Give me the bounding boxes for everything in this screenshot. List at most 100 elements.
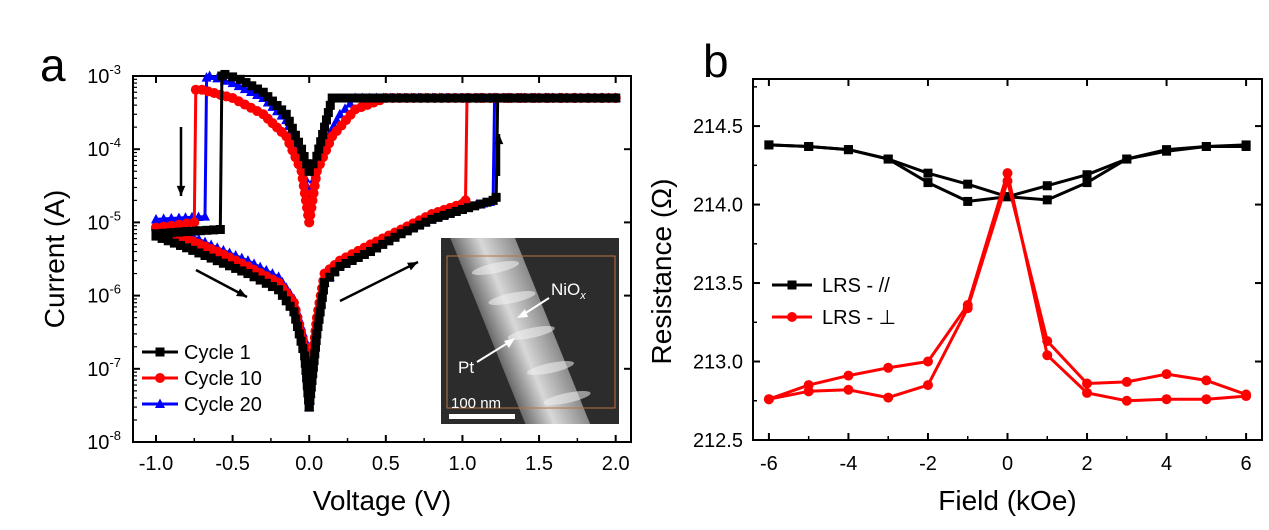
data-point-b <box>1161 394 1172 405</box>
data-point-a <box>390 232 400 242</box>
data-point-a <box>433 212 443 222</box>
y-tick-label-b: 214.5 <box>693 116 743 138</box>
legend-marker-b <box>787 312 797 322</box>
data-point-a <box>330 267 340 277</box>
data-point-a <box>356 93 366 103</box>
series-line-a <box>491 97 497 201</box>
data-point-a <box>188 245 198 255</box>
data-point-a <box>378 239 388 249</box>
data-point-b <box>963 196 973 206</box>
data-point-a <box>300 358 310 368</box>
x-tick-label-b: 0 <box>1002 453 1013 475</box>
data-point-a <box>470 201 480 211</box>
data-point-a <box>194 248 204 258</box>
data-point-a <box>341 258 351 268</box>
data-point-a <box>267 282 277 292</box>
data-point-a <box>497 93 507 103</box>
data-point-a <box>300 195 311 206</box>
data-point-a <box>281 109 291 119</box>
data-point-a <box>575 93 585 103</box>
data-point-b <box>1241 389 1252 400</box>
data-point-a <box>289 307 299 317</box>
data-point-b <box>1042 336 1053 347</box>
x-tick-label-b: 4 <box>1161 453 1172 475</box>
y-tick-label-a: 10-5 <box>87 208 121 234</box>
data-point-a <box>312 329 322 339</box>
data-point-a <box>604 93 614 103</box>
data-point-a <box>402 226 412 236</box>
x-tick-label-a: 2.0 <box>602 453 630 475</box>
data-point-a <box>294 329 304 339</box>
y-tick-label-a: 10-4 <box>87 135 121 161</box>
x-tick-label-b: 2 <box>1081 453 1092 475</box>
data-point-a <box>218 258 228 268</box>
data-point-a <box>209 225 219 235</box>
data-point-a <box>547 93 557 103</box>
data-point-a <box>451 206 461 216</box>
data-point-a <box>304 395 314 405</box>
data-point-a <box>173 212 184 222</box>
data-point-b <box>1161 369 1172 380</box>
data-point-a <box>200 251 210 261</box>
data-point-b <box>922 380 933 391</box>
data-point-a <box>347 255 357 265</box>
data-point-a <box>348 93 358 103</box>
x-tick-label-a: 1.5 <box>525 453 553 475</box>
x-tick-label-a: -1.0 <box>139 453 173 475</box>
data-point-a <box>151 231 161 241</box>
data-point-b <box>1002 168 1013 179</box>
data-point-a <box>302 380 312 390</box>
data-point-a <box>298 344 308 354</box>
data-point-a <box>372 243 382 253</box>
data-point-a <box>482 197 492 207</box>
data-point-b <box>1201 375 1212 386</box>
data-point-a <box>317 292 327 302</box>
data-point-a <box>303 210 314 221</box>
arrow-right-up-icon <box>339 260 419 303</box>
data-point-a <box>396 229 406 239</box>
y-tick-label-b: 213.5 <box>693 273 743 295</box>
y-tick-label-a: 10-8 <box>87 428 121 454</box>
data-point-a <box>253 84 262 94</box>
pt-segment-image <box>527 361 574 375</box>
data-point-a <box>341 93 351 103</box>
data-point-a <box>318 285 328 295</box>
data-point-a <box>412 93 422 103</box>
arrow-down-icon-head <box>176 185 186 196</box>
data-point-a <box>231 263 241 273</box>
y-tick-label-a: 10-3 <box>87 62 121 88</box>
data-point-a <box>166 212 177 223</box>
data-point-a <box>316 137 326 147</box>
data-point-a <box>327 93 337 103</box>
data-point-a <box>519 93 529 103</box>
data-point-a <box>464 203 474 213</box>
data-point-a <box>299 152 309 162</box>
data-point-a <box>334 93 344 103</box>
series-line-a <box>464 97 469 201</box>
data-point-a <box>490 93 500 103</box>
data-point-b <box>1042 181 1052 191</box>
data-point-a <box>455 93 465 103</box>
data-point-a <box>163 236 173 246</box>
legend-label-b: LRS - // <box>822 275 890 297</box>
plot-frame-b <box>752 78 1263 441</box>
data-point-a <box>200 211 211 221</box>
series-b-1 <box>763 168 1252 406</box>
x-axis-title-a: Voltage (V) <box>313 485 452 516</box>
data-point-a <box>296 336 306 346</box>
data-point-a <box>302 202 313 213</box>
series-line-a <box>494 97 500 198</box>
data-point-a <box>309 180 320 191</box>
data-point-a <box>243 269 253 279</box>
pt-segment-image <box>472 261 519 275</box>
data-point-a <box>384 93 394 103</box>
data-point-a <box>302 373 312 383</box>
data-point-b <box>1122 154 1132 164</box>
data-point-a <box>308 369 318 379</box>
data-point-a <box>174 227 184 237</box>
y-axis-title-a: Current (A) <box>39 190 70 328</box>
data-point-a <box>225 261 235 271</box>
data-point-b <box>1121 395 1132 406</box>
data-point-a <box>227 77 238 88</box>
data-point-a <box>310 349 320 359</box>
